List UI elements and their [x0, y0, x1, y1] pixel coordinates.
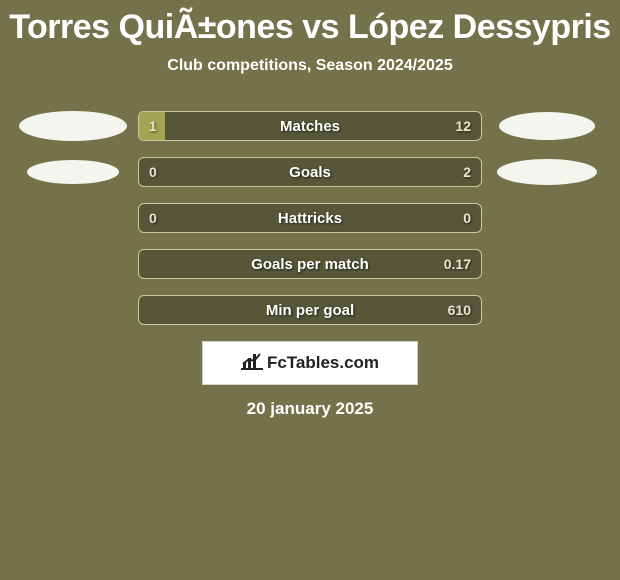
stat-row: 0Hattricks0 [0, 203, 620, 233]
stat-row: 1Matches12 [0, 111, 620, 141]
player-a-icon-slot [18, 111, 128, 141]
page-subtitle: Club competitions, Season 2024/2025 [0, 57, 620, 75]
stat-label: Goals per match [139, 250, 481, 278]
source-logo: FcTables.com [202, 341, 418, 385]
stat-value-left: 0 [149, 204, 157, 232]
player-a-icon-slot [18, 160, 128, 184]
stat-label: Matches [139, 112, 481, 140]
stat-bar: 0Hattricks0 [138, 203, 482, 233]
stat-value-right: 610 [448, 296, 471, 324]
stat-label: Goals [139, 158, 481, 186]
page-title: Torres QuiÃ±ones vs López Dessypris [0, 8, 620, 47]
player-b-oval-icon [497, 159, 597, 185]
player-b-oval-icon [499, 112, 595, 140]
stat-bar: Goals per match0.17 [138, 249, 482, 279]
stat-bar: 0Goals2 [138, 157, 482, 187]
stat-label: Hattricks [139, 204, 481, 232]
stat-value-right: 12 [455, 112, 471, 140]
chart-icon [241, 352, 263, 375]
stat-bar: 1Matches12 [138, 111, 482, 141]
stat-rows: 1Matches120Goals20Hattricks0Goals per ma… [0, 111, 620, 325]
player-a-oval-icon [27, 160, 119, 184]
snapshot-date: 20 january 2025 [0, 399, 620, 419]
player-b-icon-slot [492, 112, 602, 140]
stat-value-right: 0 [463, 204, 471, 232]
stat-bar: Min per goal610 [138, 295, 482, 325]
player-a-oval-icon [19, 111, 127, 141]
stat-row: 0Goals2 [0, 157, 620, 187]
source-logo-text: FcTables.com [267, 353, 379, 373]
stat-value-left: 0 [149, 158, 157, 186]
stat-row: Goals per match0.17 [0, 249, 620, 279]
player-b-icon-slot [492, 159, 602, 185]
stat-row: Min per goal610 [0, 295, 620, 325]
stat-label: Min per goal [139, 296, 481, 324]
stat-value-right: 2 [463, 158, 471, 186]
stat-bar-fill-left [139, 112, 165, 140]
stat-value-right: 0.17 [444, 250, 471, 278]
comparison-card: Torres QuiÃ±ones vs López Dessypris Club… [0, 0, 620, 419]
